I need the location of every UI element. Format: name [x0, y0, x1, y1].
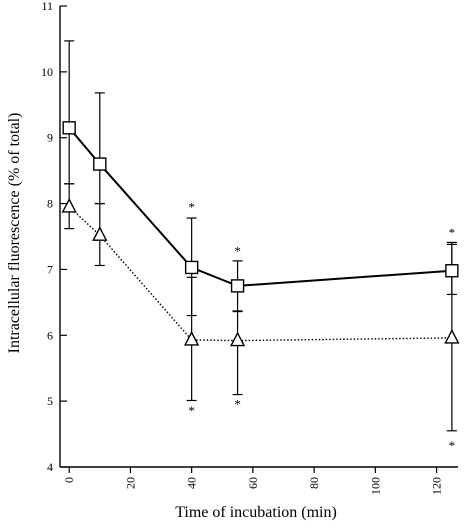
series-square-point: [230, 279, 245, 293]
significance-asterisk: *: [449, 438, 456, 453]
y-tick-label-9: 9: [47, 131, 53, 145]
x-tick-label-20: 20: [123, 477, 137, 489]
x-tick-label-40: 40: [185, 477, 199, 489]
significance-asterisk: *: [188, 200, 195, 215]
axes: 4 5 6 7 8 9 10 11 0 20 40 60 80 100 120: [41, 0, 458, 495]
series-triangle-line: [68, 206, 452, 342]
series-square-line: [68, 127, 452, 287]
series-triangle-point: [92, 226, 108, 241]
y-tick-label-7: 7: [47, 262, 53, 276]
series-square-point: [93, 157, 107, 171]
series-triangle-point: [61, 197, 77, 213]
y-tick-label-6: 6: [47, 328, 53, 342]
significance-annotations: * * * * * *: [188, 200, 455, 453]
significance-asterisk: *: [188, 403, 195, 418]
x-tick-label-60: 60: [246, 477, 260, 489]
series-square-point: [184, 260, 199, 275]
y-tick-label-4: 4: [47, 460, 53, 474]
y-tick-label-5: 5: [47, 394, 53, 408]
x-axis-title: Time of incubation (min): [175, 504, 337, 521]
y-tick-label-8: 8: [47, 197, 53, 211]
series-triangle-point: [444, 328, 460, 344]
x-tick-label-120: 120: [430, 477, 444, 495]
series-triangle-point: [183, 330, 200, 346]
y-tick-label-11: 11: [41, 0, 53, 13]
significance-asterisk: *: [234, 244, 241, 259]
series-triangle-point: [229, 331, 246, 347]
series-square-point: [445, 264, 459, 278]
x-tick-label-0: 0: [62, 477, 76, 483]
series-lines: [68, 127, 452, 342]
significance-asterisk: *: [449, 225, 456, 240]
data-markers: [61, 121, 460, 347]
significance-asterisk: *: [234, 396, 241, 411]
series-square-point: [62, 121, 76, 135]
y-tick-label-10: 10: [41, 65, 53, 79]
error-bars: [64, 40, 457, 432]
x-tick-label-100: 100: [368, 477, 382, 495]
x-tick-label-80: 80: [307, 477, 321, 489]
y-axis-title: Intracellular fluorescence (% of total): [6, 113, 23, 354]
